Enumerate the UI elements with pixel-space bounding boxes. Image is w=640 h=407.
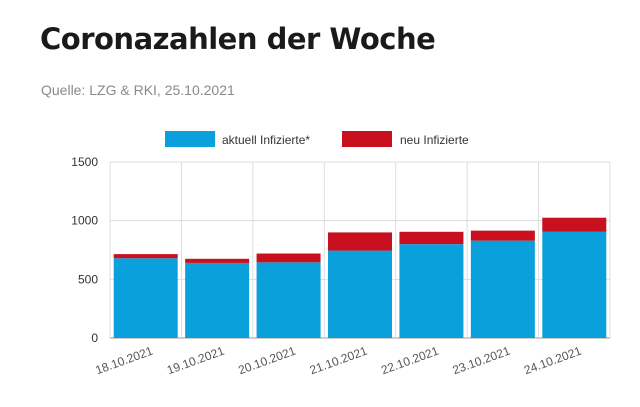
x-tick-label: 19.10.2021 [165,344,227,378]
bar-segment-aktuell [185,262,250,338]
x-axis: 18.10.2021 19.10.2021 20.10.2021 21.10.2021… [94,344,584,378]
bar-segment-aktuell [256,262,321,338]
x-tick-label: 21.10.2021 [308,344,370,378]
x-tick-label: 22.10.2021 [379,344,441,378]
legend-swatch [342,131,392,147]
bar-segment-neu [399,231,464,245]
legend-swatch [165,131,215,147]
legend: aktuell Infizierte* neu Infizierte [165,131,469,147]
x-tick-label: 24.10.2021 [522,344,584,378]
bars [113,217,607,338]
legend-label: aktuell Infizierte* [222,133,310,147]
bar-segment-aktuell [542,231,607,338]
bar-segment-aktuell [470,240,535,338]
y-axis: 0 500 1000 1500 [71,155,98,345]
bar-segment-neu [328,232,392,251]
y-tick-label: 1000 [71,214,98,228]
chart-title: Coronazahlen der Woche [40,22,436,56]
x-tick-label: 23.10.2021 [451,344,513,378]
bar-segment-neu [113,254,178,259]
bar-segment-neu [185,258,250,263]
bar-segment-aktuell [328,250,392,338]
bar-segment-neu [470,230,535,241]
bar-segment-neu [256,253,321,263]
bar-segment-neu [542,217,607,232]
bar-segment-aktuell [399,244,464,338]
bar-segment-aktuell [113,258,178,338]
x-tick-label: 20.10.2021 [236,344,298,378]
y-tick-label: 0 [91,331,98,345]
y-tick-label: 500 [78,272,98,286]
legend-label: neu Infizierte [400,133,469,147]
y-tick-label: 1500 [71,155,98,169]
x-tick-label: 18.10.2021 [94,344,156,378]
source-note: Quelle: LZG & RKI, 25.10.2021 [41,82,235,98]
